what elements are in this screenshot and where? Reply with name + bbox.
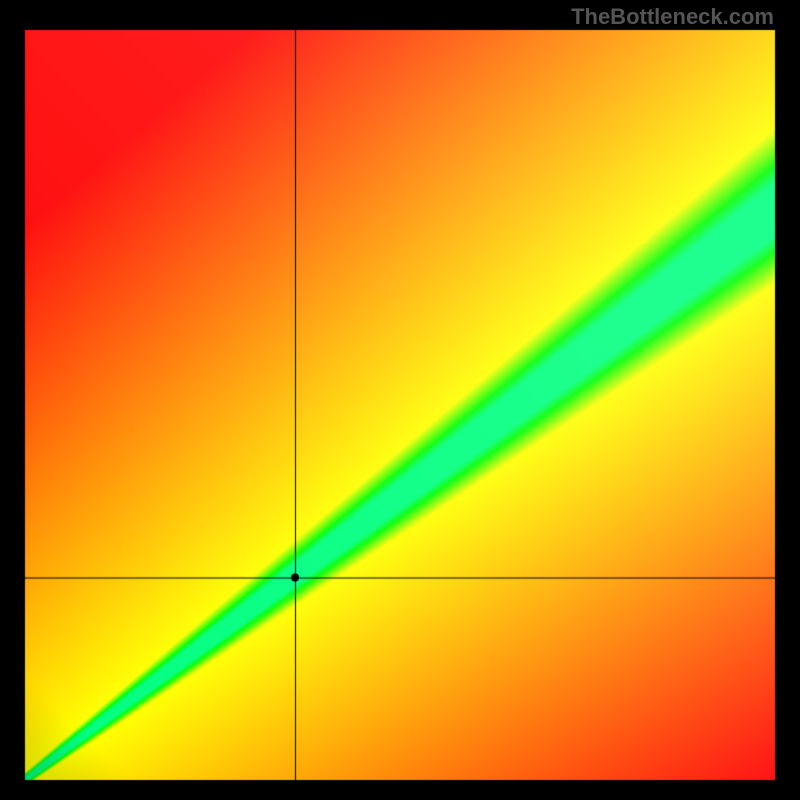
- chart-container: TheBottleneck.com: [0, 0, 800, 800]
- bottleneck-heatmap: [0, 0, 800, 800]
- watermark-text: TheBottleneck.com: [571, 4, 774, 30]
